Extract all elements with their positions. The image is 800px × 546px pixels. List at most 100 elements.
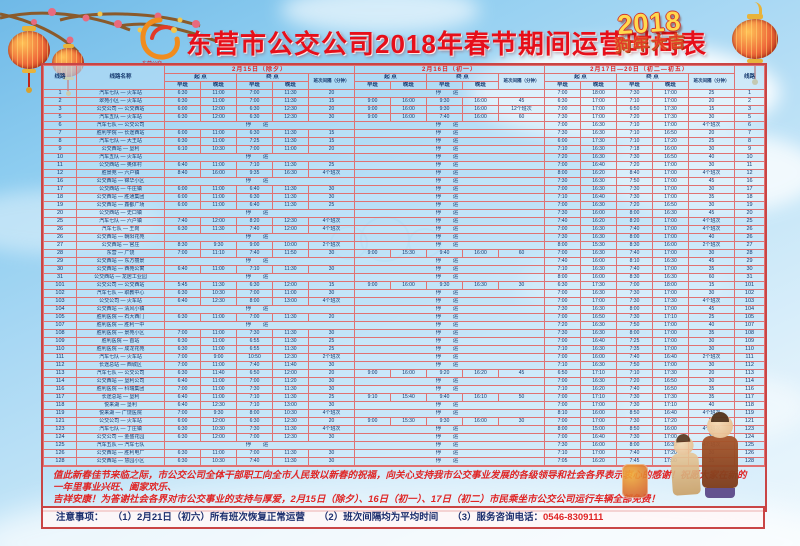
time-cell: 17:30 (652, 105, 689, 114)
time-cell: 8:00 (616, 233, 653, 242)
route-number-cell: 102 (43, 289, 77, 298)
time-cell: 11:30 (272, 185, 309, 194)
route-name-cell: 公交公司 — 火车站 (76, 297, 165, 306)
table-row: 118 悦来湖 — 垦利 6:40 12:30 7:10 13:00 30 停 运 7:00 17… (43, 401, 765, 410)
time-cell: 17:20 (652, 137, 689, 146)
time-cell: 12:30 (272, 353, 309, 362)
time-cell: 7:10 (616, 121, 653, 130)
time-cell: 15 (308, 97, 355, 106)
time-cell: 6:00 (164, 129, 201, 138)
time-cell: 16:50 (652, 377, 689, 386)
time-cell: 16:40 (580, 337, 617, 346)
time-cell: 17:00 (652, 249, 689, 258)
date-group-header-2: 2月16日（初一） (354, 65, 545, 74)
time-cell: 16:50 (652, 201, 689, 210)
time-cell: 7:00 (236, 145, 273, 154)
time-cell: 9:00 (354, 105, 391, 114)
suspended-cell: 停 运 (354, 441, 545, 450)
time-cell: 30 (688, 201, 735, 210)
new-year-badge: 2018 狗年大吉 (613, 6, 687, 56)
time-cell: 11:30 (272, 337, 309, 346)
route-number-cell-right: 26 (734, 225, 765, 234)
time-cell: 7:00 (164, 249, 201, 258)
time-cell: 7:00 (236, 313, 273, 322)
time-cell: 30 (308, 361, 355, 370)
time-cell: 7:10 (544, 265, 581, 274)
time-cell: 16:40 (580, 433, 617, 442)
route-name-cell: 胜利医院 — 首站 (76, 337, 165, 346)
time-cell: 17:00 (652, 345, 689, 354)
time-cell: 45 (498, 97, 545, 106)
time-cell: 7:00 (544, 185, 581, 194)
time-cell: 12个班次 (498, 105, 545, 114)
time-cell: 6:30 (164, 425, 201, 434)
time-cell: 11:00 (200, 377, 237, 386)
company-logo-icon (140, 17, 180, 60)
schedule-table: 线路 线路名称 2月15日（除夕） 2月16日（初一） 2月17日—20日（初二—初五）… (43, 65, 765, 466)
time-cell: 16:40 (652, 409, 689, 418)
time-cell: 12:00 (200, 113, 237, 122)
time-cell: 16:00 (462, 97, 499, 106)
table-row: 119 悦来湖 — 广饶医院 7:00 9:30 8:00 10:30 4个班次停 运 8:1… (43, 409, 765, 418)
time-cell: 9:30 (426, 281, 463, 290)
time-cell: 7:40 (616, 265, 653, 274)
table-row: 117 长途总站 — 垦利 6:40 11:00 7:10 11:30 25 9:10 15:4… (43, 393, 765, 402)
time-cell: 7:40 (164, 217, 201, 226)
time-cell: 7:30 (616, 433, 653, 442)
time-cell: 9:30 (426, 417, 463, 426)
time-cell: 7:00 (544, 297, 581, 306)
time-cell: 11:00 (200, 329, 237, 338)
time-cell: 17:30 (580, 281, 617, 290)
time-cell: 9:00 (354, 113, 391, 122)
time-cell: 6:30 (236, 105, 273, 114)
suspended-cell: 停 运 (354, 169, 545, 178)
route-number-cell: 7 (43, 129, 77, 138)
time-cell: 16:50 (580, 313, 617, 322)
time-cell: 7:00 (616, 281, 653, 290)
time-cell: 17:00 (580, 297, 617, 306)
time-cell: 7:30 (616, 313, 653, 322)
time-cell: 17:00 (652, 161, 689, 170)
time-cell: 16:30 (580, 153, 617, 162)
time-cell: 16:00 (462, 249, 499, 258)
time-cell: 10:30 (200, 425, 237, 434)
time-cell: 6:55 (236, 337, 273, 346)
time-cell: 17:30 (652, 297, 689, 306)
time-cell: 7:00 (544, 249, 581, 258)
col-header-first-bus: 早班 (164, 81, 201, 90)
route-number-cell-right: 102 (734, 289, 765, 298)
route-number-cell: 104 (43, 305, 77, 314)
time-cell: 16:30 (652, 273, 689, 282)
table-row: 112 长途总站 — 西城区 7:00 11:00 7:40 11:40 30 停 运 7:10… (43, 361, 765, 370)
time-cell: 6:40 (164, 377, 201, 386)
time-cell: 4个班次 (308, 225, 355, 234)
route-name-cell: 公交西站 — 鑫都广场 (76, 201, 165, 210)
suspended-cell: 停 运 (354, 177, 545, 186)
col-header-first-bus: 早班 (426, 81, 463, 90)
route-name-cell: 胜利医院 — 石大西门 (76, 313, 165, 322)
suspended-cell: 停 运 (354, 289, 545, 298)
suspended-cell: 停 运 (354, 217, 545, 226)
time-cell: 9:20 (426, 369, 463, 378)
time-cell: 8:00 (544, 169, 581, 178)
time-cell: 6:00 (164, 193, 201, 202)
time-cell: 11:00 (200, 345, 237, 354)
route-number-cell: 29 (43, 257, 77, 266)
col-header-first-bus: 早班 (544, 81, 581, 90)
route-number-cell-right: 111 (734, 353, 765, 362)
time-cell: 17:20 (652, 417, 689, 426)
time-cell: 17:00 (652, 169, 689, 178)
suspended-cell: 停 运 (354, 321, 545, 330)
table-row: 28 东营 — 广饶 7:00 11:10 7:40 11:50 30 9:00 15:30 9:… (43, 249, 765, 258)
route-name-cell: 胜利医院 — 成龙花苑 (76, 345, 165, 354)
route-name-cell: 公交西站 — 史口镇 (76, 209, 165, 218)
route-name-cell: 公交西站 — 朝阳花苑 (76, 233, 165, 242)
route-number-cell-right: 27 (734, 241, 765, 250)
time-cell: 30 (688, 145, 735, 154)
route-number-cell: 119 (43, 409, 77, 418)
time-cell: 7:30 (236, 425, 273, 434)
route-name-cell: 公交西站 — 官庄 (76, 241, 165, 250)
time-cell: 7:40 (544, 257, 581, 266)
time-cell: 16:00 (580, 209, 617, 218)
time-cell: 13:00 (272, 297, 309, 306)
